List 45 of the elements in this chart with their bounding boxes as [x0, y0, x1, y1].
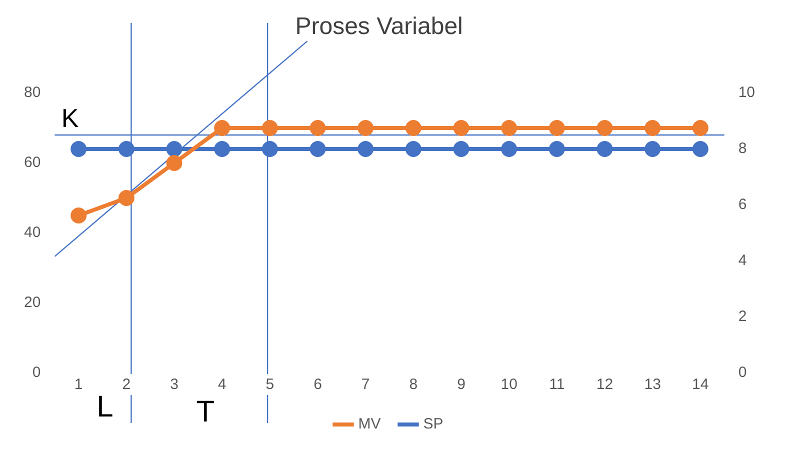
y-tick-label: 40 [24, 224, 41, 242]
x-tick-label: 14 [692, 376, 709, 394]
text: L [96, 390, 114, 424]
x-tick-label: 7 [361, 376, 370, 394]
point [310, 120, 326, 136]
point [262, 120, 278, 136]
y2-tick-label: 0 [738, 364, 747, 382]
text: T [196, 395, 215, 428]
x-tick-label: 4 [218, 376, 226, 394]
y-tick-label: 0 [32, 364, 41, 382]
y2-tick-label: 2 [738, 308, 747, 326]
point [596, 120, 613, 136]
x-tick-label: 13 [644, 376, 661, 394]
y-tick-label: 80 [24, 84, 41, 102]
point [70, 208, 87, 224]
y2-tick-label: 8 [738, 140, 747, 158]
y2-tick-label: 10 [738, 84, 756, 102]
point [644, 120, 661, 136]
x-tick-label: 6 [314, 376, 322, 394]
point [358, 120, 374, 136]
x-tick-label: 5 [266, 376, 274, 394]
x-tick-label: 2 [122, 376, 131, 394]
legend-label: SP [423, 416, 444, 433]
legend-label: MV [358, 416, 381, 433]
point [453, 120, 470, 136]
point [166, 155, 182, 171]
y2-tick-label: 4 [738, 252, 747, 270]
x-tick-label: 8 [409, 376, 418, 394]
x-tick-label: 11 [549, 376, 565, 394]
point [405, 120, 422, 136]
point [548, 120, 565, 136]
point [118, 190, 134, 206]
y-tick-label: 60 [24, 154, 41, 172]
x-tick-label: 12 [596, 376, 614, 394]
x-tick-label: 3 [170, 376, 178, 394]
point [692, 120, 708, 136]
ref-line-label: K [61, 103, 80, 134]
y-tick-label: 20 [24, 294, 41, 312]
x-tick-label: 10 [500, 376, 518, 394]
x-tick-label: 1 [74, 376, 83, 394]
point [214, 120, 230, 136]
annotation: Proses Variabel [295, 12, 463, 40]
x-tick-label: 9 [457, 376, 466, 394]
y2-tick-label: 6 [738, 196, 747, 214]
point [501, 120, 518, 136]
